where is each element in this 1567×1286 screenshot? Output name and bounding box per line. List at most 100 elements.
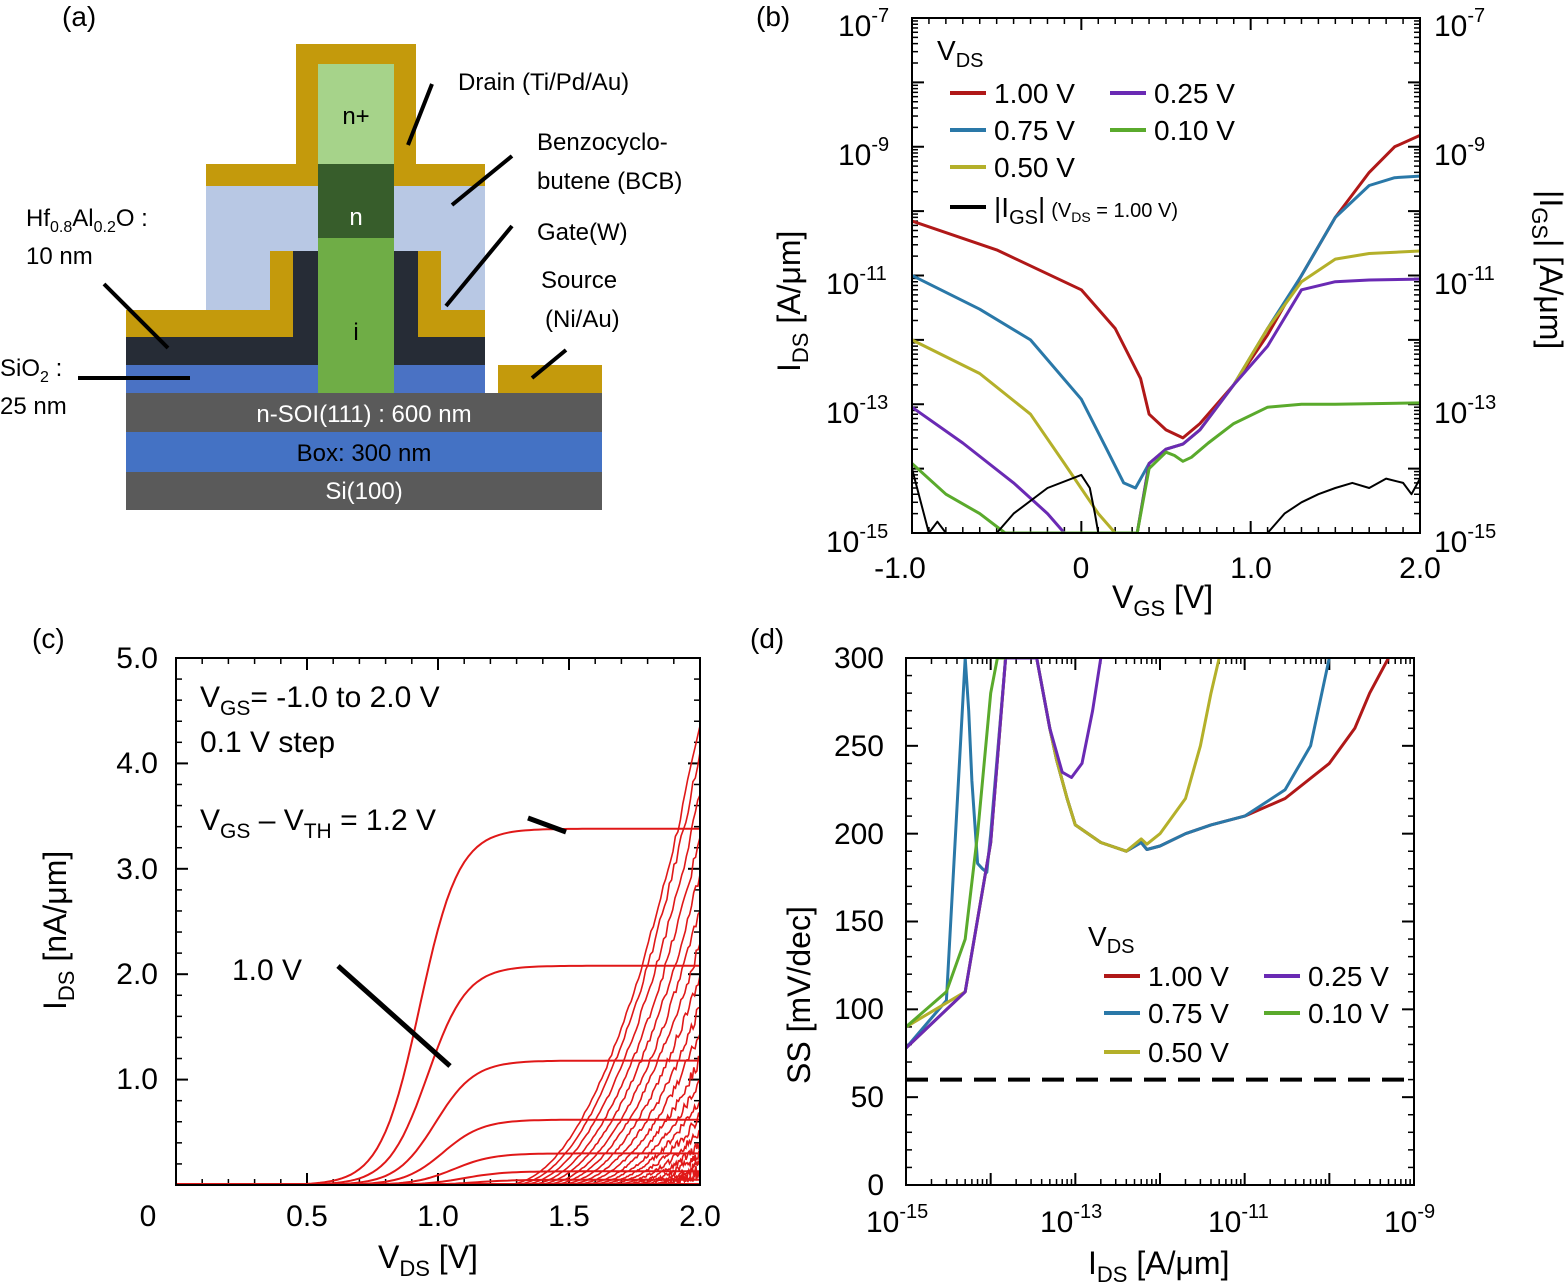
b-xtick-label: 1.0	[1230, 552, 1272, 585]
panel-a-label: (a)	[62, 1, 96, 32]
drain-leader	[406, 83, 434, 146]
d-xtick-label: 10-15	[866, 1201, 928, 1239]
c-rising-curve	[176, 1033, 700, 1185]
b-legend-label-075: 0.75 V	[994, 115, 1075, 146]
panel-b-frame	[911, 17, 1421, 534]
bcb-annotation-line2: butene (BCB)	[537, 168, 682, 195]
d-ytick-label: 150	[834, 905, 884, 938]
box-label: Box: 300 nm	[297, 440, 432, 467]
c-saturation-curve	[176, 1059, 700, 1185]
c-rising-curve	[176, 943, 700, 1185]
panel-b-series	[912, 134, 1420, 533]
hfalo-oxide-right	[394, 251, 485, 365]
box-layer	[126, 432, 602, 472]
panel-c-y-tick-labels: 1.0 2.0 3.0 4.0 5.0	[116, 642, 158, 1096]
gate-metal-left	[126, 251, 293, 337]
d-legend-label-025: 0.25 V	[1308, 961, 1389, 992]
b-xtick-label: 0	[1073, 552, 1090, 585]
c-rising-curve	[176, 874, 700, 1185]
b-ytick-label-right: 10-15	[1434, 521, 1496, 559]
hfalo-annotation: Hf0.8Al0.2O :	[26, 205, 148, 236]
gate-metal-right	[418, 251, 485, 337]
panel-d-legend: VDS 1.00 V 0.75 V 0.50 V 0.25 V 0.10 V	[1088, 921, 1389, 1068]
c-ytick-label: 4.0	[116, 747, 158, 780]
b-series-line	[912, 277, 1420, 533]
panel-d-y-tick-labels: 0 50 100 150 200 250 300	[834, 642, 884, 1202]
i-label: i	[353, 319, 358, 346]
b-y-axis-label-right: |IGS| [A/μm]	[1527, 190, 1567, 349]
c-saturation-curve	[176, 964, 700, 1185]
d-ytick-label: 250	[834, 730, 884, 763]
d-legend-label-075: 0.75 V	[1148, 998, 1229, 1029]
c-annotation-vgs-range: VGS= -1.0 to 2.0 V	[200, 681, 440, 720]
source-metal	[498, 365, 602, 393]
gate-annotation: Gate(W)	[537, 219, 628, 246]
panel-b-label: (b)	[756, 1, 790, 32]
d-legend-title: VDS	[1088, 921, 1134, 958]
bcb-annotation-line1: Benzocyclo-	[537, 129, 668, 156]
annotation-leaders	[78, 83, 568, 380]
c-rising-curve	[176, 911, 700, 1185]
c-ytick-label: 2.0	[116, 958, 158, 991]
b-legend-label-050: 0.50 V	[994, 152, 1075, 183]
panel-d: (d) 0 50 100 150 200 250 300 10-15 10-13…	[750, 623, 1435, 1286]
c-xtick-label: 0	[140, 1200, 157, 1233]
annotations-a: Drain (Ti/Pd/Au) Benzocyclo- butene (BCB…	[0, 69, 682, 420]
b-series-line	[912, 249, 1420, 533]
soi-label: n-SOI(111) : 600 nm	[256, 401, 471, 428]
panel-c-x-tick-labels: 0 0.5 1.0 1.5 2.0	[140, 1200, 721, 1233]
c-rising-curve	[176, 794, 700, 1185]
d-ytick-label: 0	[867, 1169, 884, 1202]
n-region	[318, 164, 394, 238]
panel-a: (a) n+ n i n-SOI(111) : 600 nm Box: 300 …	[0, 1, 682, 510]
panel-b: (b) 10-7 10-9 10-11 10-13 10-15 10-7 10-…	[756, 1, 1567, 621]
panel-d-series	[906, 658, 1414, 1082]
sio2-thickness: 25 nm	[0, 393, 67, 420]
b-series-line	[912, 401, 1420, 533]
b-ytick-label: 10-7	[838, 5, 889, 43]
n-label: n	[349, 204, 362, 231]
b-series-line	[912, 174, 1420, 490]
c-rising-curve	[176, 725, 700, 1185]
c-annotation-step: 0.1 V step	[200, 726, 335, 759]
si-substrate-layer	[126, 472, 602, 510]
c-ytick-label: 3.0	[116, 853, 158, 886]
i-region	[318, 238, 394, 393]
b-ytick-label: 10-11	[826, 263, 887, 301]
si-label: Si(100)	[325, 478, 402, 505]
d-xtick-label: 10-11	[1208, 1201, 1269, 1239]
c-x-axis-label: VDS [V]	[378, 1239, 478, 1281]
n-plus-region	[318, 64, 394, 164]
d-legend-label-010: 0.10 V	[1308, 998, 1389, 1029]
b-y-axis-label-left: IDS [A/μm]	[771, 231, 813, 372]
soi-layer	[126, 393, 602, 432]
c-rising-curve	[176, 752, 700, 1185]
drain-annotation: Drain (Ti/Pd/Au)	[458, 69, 629, 96]
panel-d-ticks	[905, 657, 1415, 1186]
b-ytick-label-right: 10-9	[1434, 134, 1485, 172]
source-annotation-line1: Source	[541, 267, 617, 294]
c-ytick-label: 1.0	[116, 1063, 158, 1096]
b-ytick-label-right: 10-11	[1434, 263, 1495, 301]
b-xtick-label: 2.0	[1399, 552, 1441, 585]
d-series-line	[906, 658, 1331, 1049]
d-ytick-label: 200	[834, 818, 884, 851]
source-leader	[530, 348, 568, 380]
panel-b-x-tick-labels: -1.0 0 1.0 2.0	[874, 552, 1441, 585]
d-legend-label-100: 1.00 V	[1148, 961, 1229, 992]
panel-d-x-tick-labels: 10-15 10-13 10-11 10-9	[866, 1201, 1435, 1239]
b-ytick-label-right: 10-13	[1434, 392, 1496, 430]
panel-c: (c) 1.0 2.0 3.0 4.0 5.0 0 0.5 1.0 1.5 2.…	[32, 623, 721, 1281]
b-series-line	[912, 468, 1420, 533]
c-xtick-label: 1.0	[417, 1200, 459, 1233]
panel-b-legend: VDS 1.00 V 0.75 V 0.50 V 0.25 V 0.10 V |…	[937, 35, 1235, 229]
c-annotation-1v: 1.0 V	[232, 954, 302, 987]
d-xtick-label: 10-13	[1040, 1201, 1102, 1239]
hfalo-leader	[102, 282, 170, 350]
source-annotation-line2: (Ni/Au)	[545, 306, 620, 333]
c-rising-curve	[176, 837, 700, 1185]
d-xtick-label: 10-9	[1384, 1201, 1435, 1239]
b-xtick-label: -1.0	[874, 552, 926, 585]
panel-d-frame	[905, 657, 1415, 1186]
